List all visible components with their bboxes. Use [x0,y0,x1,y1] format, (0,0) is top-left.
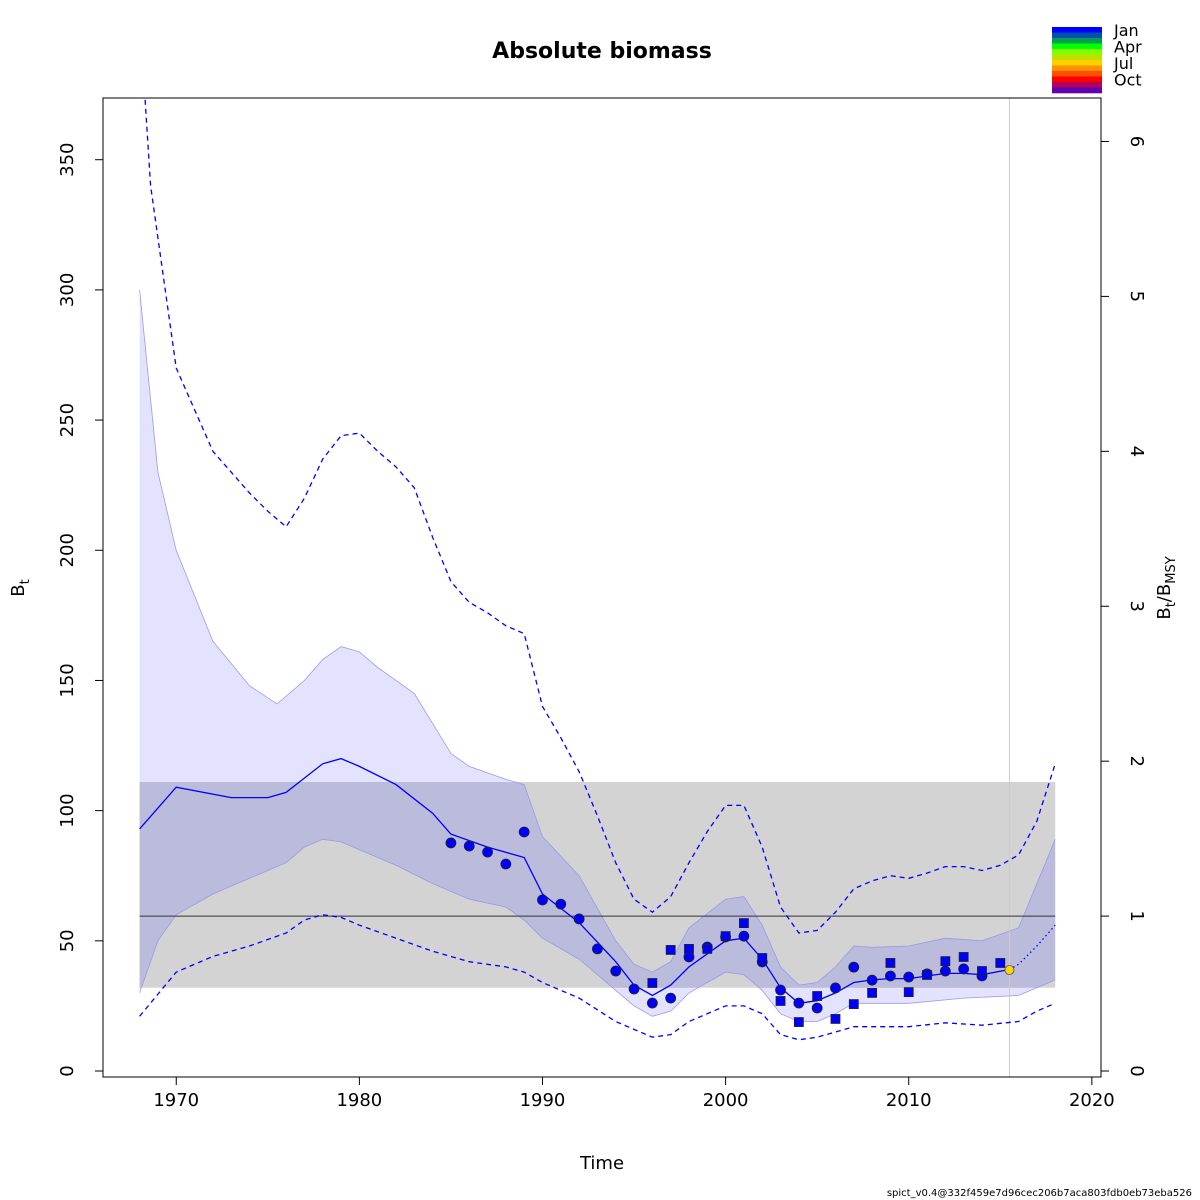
index2-point [720,931,731,942]
legend-color-swatch [1052,60,1102,66]
y2-tick-label: 6 [1126,136,1147,147]
bbmsy-ci-lower-dashed [139,914,1056,1041]
y-tick-label: 150 [57,663,78,697]
index1-point [848,961,860,973]
index2-point [958,952,969,962]
y2-tick-label: 0 [1126,1065,1147,1076]
y2-axis-label: Bt/BMSY [1154,556,1179,619]
legend-color-swatch [1052,49,1102,55]
index1-point [811,1002,823,1014]
index2-point [867,987,878,998]
legend-color-swatch [1052,43,1102,50]
index1-point [500,858,512,870]
x-tick-label: 2020 [1069,1090,1115,1111]
index1-point [610,965,622,977]
index2-point [940,956,951,967]
index1-point [573,913,585,925]
legend-color-swatch [1052,38,1102,44]
index2-point [995,958,1006,968]
legend-color-swatch [1052,71,1102,77]
legend-color-swatch [1052,87,1102,94]
index2-point [647,978,658,988]
index1-point [463,840,475,852]
version-footer: spict_v0.4@332f459e7d96cec206b7aca803fdb… [887,1188,1192,1199]
bbmsy-ci-upper-dashed [144,99,1056,934]
x-tick-label: 2000 [703,1090,749,1111]
y2-tick-label: 4 [1126,446,1147,457]
y2-tick-label: 2 [1126,755,1147,766]
legend-color-swatch [1052,32,1102,39]
index1-point [866,974,878,986]
index1-point [939,965,951,977]
index1-point [537,894,548,906]
y2-tick-label: 3 [1126,601,1147,612]
legend-label: Oct [1114,71,1142,90]
index2-point [830,1014,841,1024]
index2-point [903,987,914,998]
index2-point [702,943,713,954]
index1-point [482,846,493,858]
y-axis-label: Bt [8,579,33,596]
legend-color-swatch [1052,76,1102,83]
legend-color-swatch [1052,54,1102,61]
y2-tick-label: 5 [1126,291,1147,302]
x-tick-label: 1980 [336,1090,382,1111]
index2-point [684,943,694,954]
index2-point [775,996,786,1006]
legend-label: Jul [1113,54,1133,73]
x-tick-label: 2010 [886,1090,932,1111]
y-tick-label: 0 [57,1065,78,1076]
legend-color-swatch [1052,65,1102,72]
index1-point [958,963,970,975]
y-tick-label: 50 [57,929,78,952]
index2-point [977,966,987,976]
index1-point [885,970,896,982]
legend-label: Apr [1114,38,1142,57]
index1-point [518,826,530,838]
current-state-point [1004,965,1015,975]
index2-point [739,918,749,929]
legend-color-swatch [1052,82,1102,88]
index1-point [830,982,841,994]
index1-point [793,997,805,1009]
index2-point [665,945,676,955]
chart-title: Absolute biomass [492,39,712,64]
y2-tick-label: 1 [1126,910,1147,921]
index1-point [628,983,640,995]
ci-band-overlap [139,781,1056,988]
y-tick-label: 250 [57,403,78,437]
legend-label: Jan [1113,21,1139,40]
index2-point [885,958,896,968]
index1-point [903,971,915,983]
index2-point [922,970,932,980]
index2-point [848,999,859,1009]
y-tick-label: 350 [57,143,78,177]
x-tick-label: 1970 [153,1090,199,1111]
index2-point [812,991,823,1001]
y-tick-label: 300 [57,273,78,307]
index1-point [592,943,603,955]
legend-color-swatch [1052,27,1102,33]
x-tick-label: 1990 [520,1090,566,1111]
biomass-prediction-line [1009,924,1056,971]
index2-point [757,953,768,963]
index2-point [793,1017,804,1027]
ci-lower-line [139,838,1056,1022]
index1-point [665,992,677,1004]
y-tick-label: 200 [57,533,78,567]
y-tick-label: 100 [57,793,78,827]
index1-point [445,837,457,849]
index1-point [646,997,658,1009]
x-axis-label: Time [579,1153,624,1174]
index1-point [555,898,567,910]
index1-point [738,930,750,942]
ci-upper-line [139,289,1056,986]
index1-point [775,984,786,996]
